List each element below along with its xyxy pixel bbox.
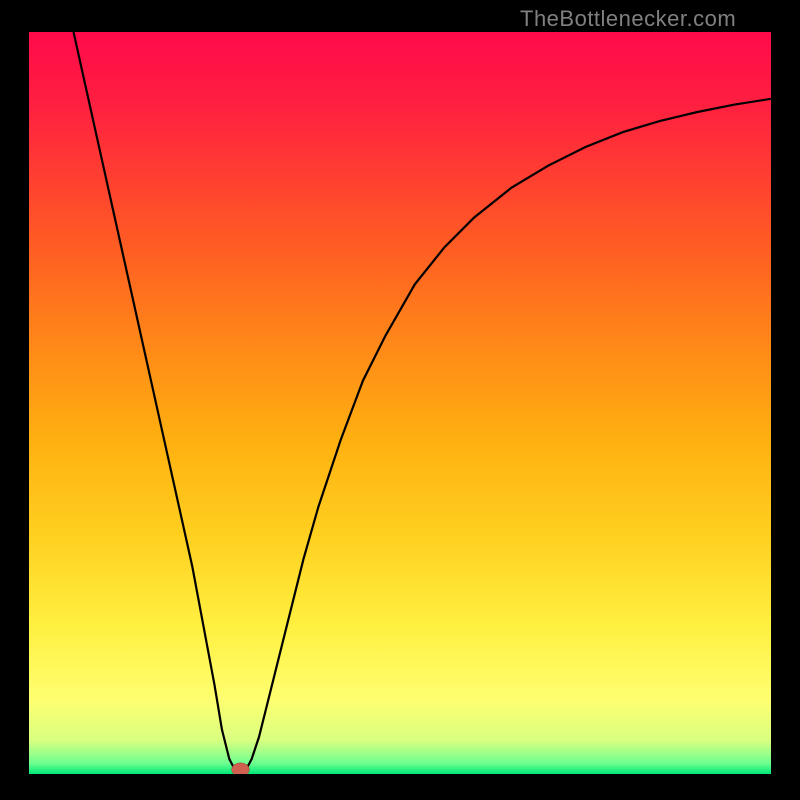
chart-svg — [29, 32, 771, 774]
chart-plot-area — [29, 32, 771, 774]
optimal-point-marker — [232, 763, 250, 774]
chart-background — [29, 32, 771, 774]
watermark-text: TheBottlenecker.com — [520, 6, 736, 32]
